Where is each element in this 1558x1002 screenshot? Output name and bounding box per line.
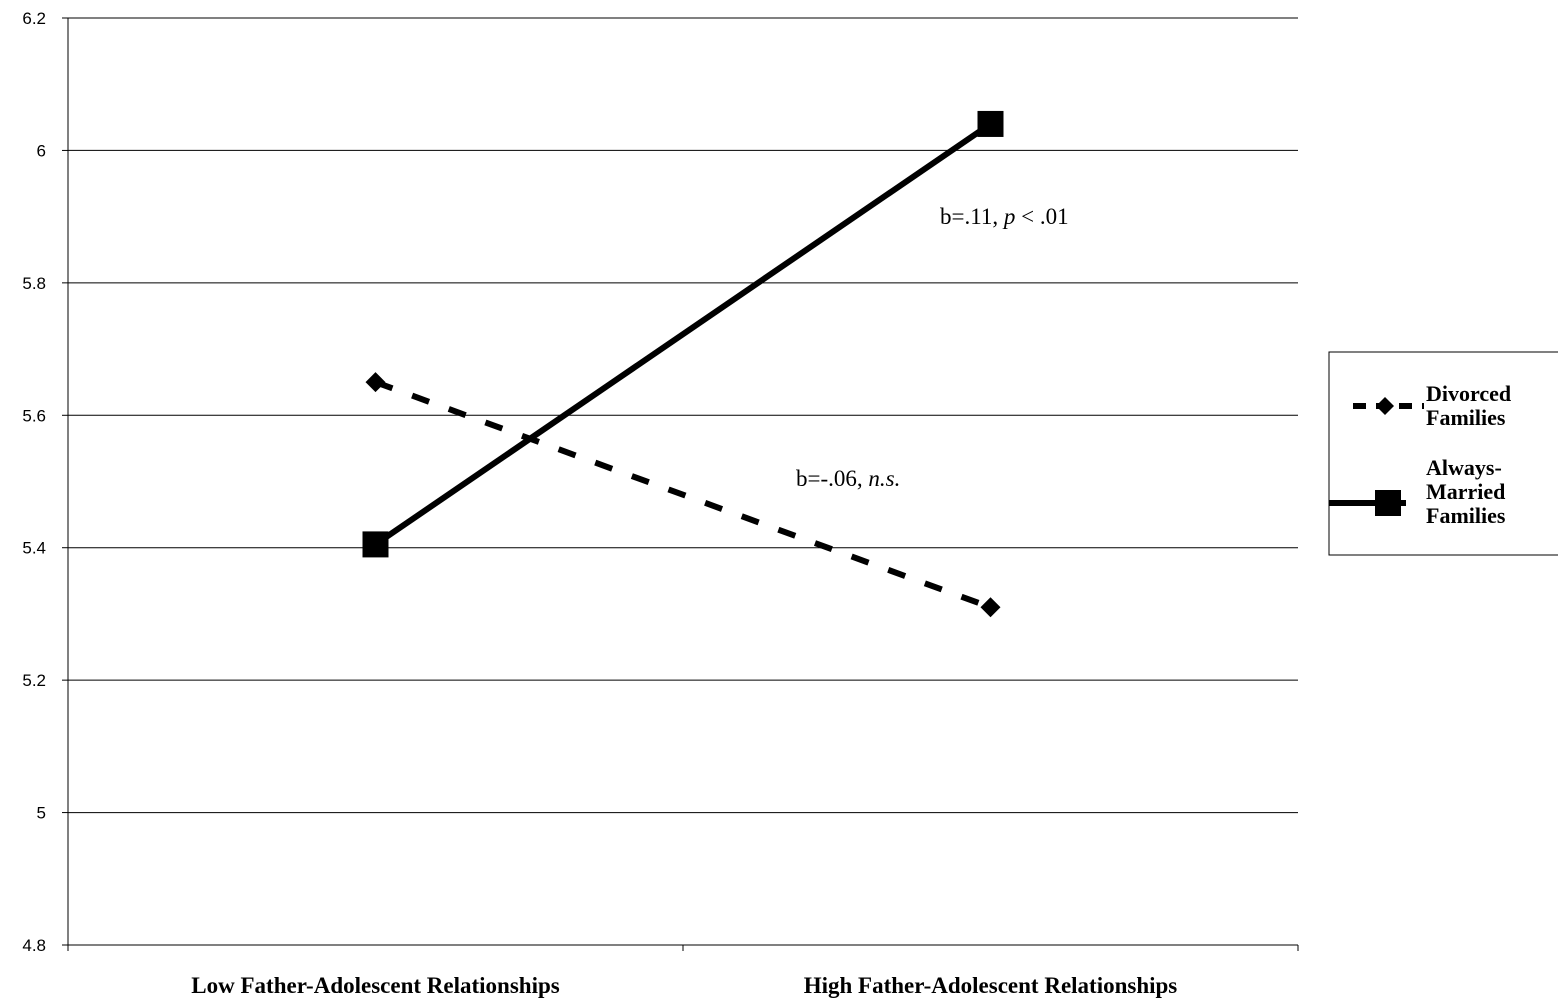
annotation-divorced: b=-.06, n.s.	[796, 466, 900, 491]
y-tick-label: 4.8	[22, 936, 46, 955]
legend-label-always-married: Families	[1426, 503, 1506, 528]
legend-entry-always-married: Always- Married Families	[1329, 455, 1506, 528]
y-tick-label: 5	[37, 804, 46, 823]
y-tick-label: 5.6	[22, 406, 46, 425]
x-category-label: High Father-Adolescent Relationships	[804, 973, 1178, 998]
annotation-always-married: b=.11, p < .01	[940, 204, 1069, 229]
x-category-labels: Low Father-Adolescent Relationships High …	[191, 973, 1177, 998]
y-tick-label: 5.2	[22, 671, 46, 690]
legend-swatch-divorced-marker	[1376, 397, 1394, 415]
legend-label-divorced: Families	[1426, 405, 1506, 430]
legend-swatch-always-married-marker	[1375, 490, 1401, 516]
legend-label-divorced: Divorced	[1426, 381, 1511, 406]
series-line-always-married-families	[373, 121, 993, 547]
series-line-divorced-families	[374, 379, 992, 611]
x-category-label: Low Father-Adolescent Relationships	[191, 973, 559, 998]
series-group	[362, 110, 1004, 618]
y-tick-label: 6.2	[22, 9, 46, 28]
gridlines	[68, 17, 1298, 814]
y-tick-label: 5.4	[22, 539, 46, 558]
legend-label-always-married: Married	[1426, 479, 1505, 504]
y-tick-label: 5.8	[22, 274, 46, 293]
legend-box	[1328, 351, 1558, 556]
legend: Divorced Families Always- Married Famili…	[1328, 351, 1558, 556]
data-point-divorced-families	[365, 372, 386, 393]
data-point-always-married-families	[977, 110, 1004, 137]
data-point-divorced-families	[980, 597, 1001, 618]
axes	[62, 17, 1299, 951]
data-point-always-married-families	[362, 531, 389, 558]
legend-entry-divorced: Divorced Families	[1353, 381, 1511, 430]
legend-label-always-married: Always-	[1426, 455, 1502, 480]
y-tick-labels: 4.8 5 5.2 5.4 5.6 5.8 6 6.2	[22, 9, 46, 955]
y-tick-label: 6	[37, 141, 46, 160]
